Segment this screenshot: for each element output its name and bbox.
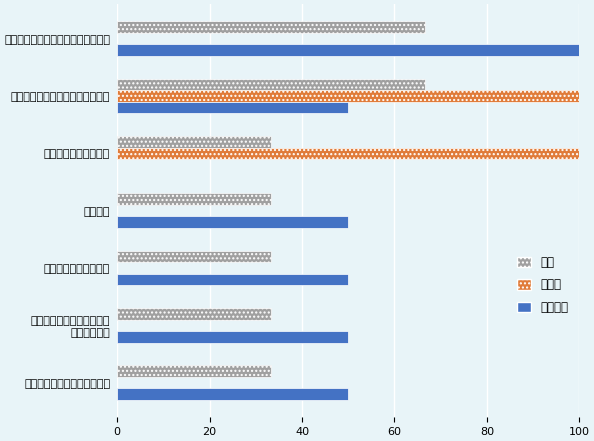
Bar <box>117 217 348 228</box>
Bar <box>117 274 348 285</box>
Bar <box>117 102 348 113</box>
Bar <box>117 194 271 205</box>
Bar <box>117 251 271 262</box>
Bar <box>117 366 271 377</box>
Bar <box>117 148 579 159</box>
Bar <box>117 331 348 343</box>
Bar <box>117 79 425 90</box>
Bar <box>117 90 579 102</box>
Bar <box>117 21 425 33</box>
Legend: 全体, 製造業, 非製造業: 全体, 製造業, 非製造業 <box>513 251 573 319</box>
Bar <box>117 44 579 56</box>
Bar <box>117 389 348 400</box>
Bar <box>117 136 271 148</box>
Bar <box>117 308 271 320</box>
